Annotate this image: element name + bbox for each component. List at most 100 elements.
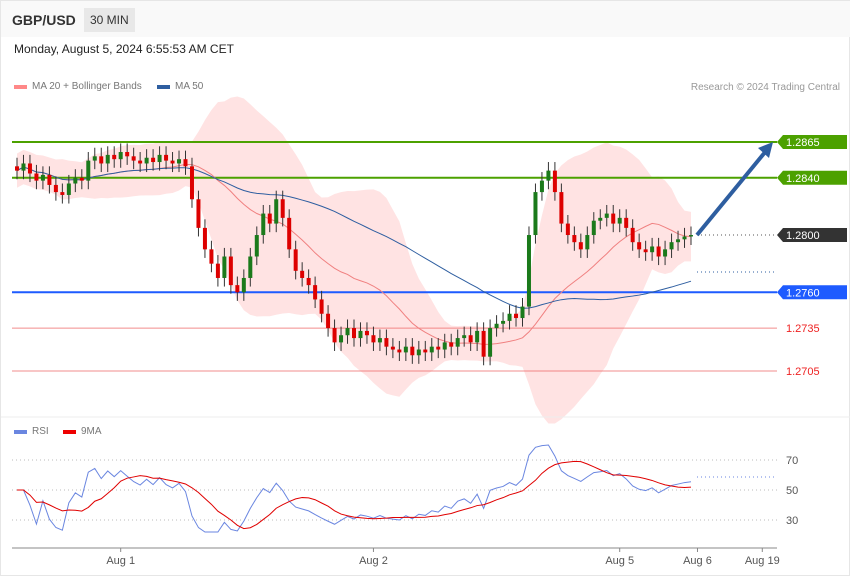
candle-body xyxy=(15,166,19,171)
candle-body xyxy=(468,335,473,343)
candle-body xyxy=(669,242,674,250)
candle-body xyxy=(222,256,227,278)
candle-body xyxy=(332,328,337,343)
candle-body xyxy=(546,170,551,181)
candle-body xyxy=(410,346,415,356)
candle-body xyxy=(572,235,577,243)
candle-body xyxy=(34,173,39,181)
candle-body xyxy=(591,220,596,236)
level-label-1.2735: 1.2735 xyxy=(786,323,820,335)
candle-body xyxy=(559,192,564,224)
candle-body xyxy=(306,277,311,286)
candle-body xyxy=(112,154,117,160)
candle-body xyxy=(514,313,519,319)
candle-body xyxy=(287,217,292,250)
candle-body xyxy=(326,313,331,329)
candle-body xyxy=(507,313,512,321)
level-tag-1.2865 xyxy=(777,135,847,149)
candle-body xyxy=(533,192,538,236)
rsi-swatch xyxy=(14,429,27,434)
candle-body xyxy=(611,213,616,224)
forecast-arrowhead xyxy=(758,142,773,158)
level-tag-1.2840 xyxy=(777,170,847,185)
header: GBP/USD 30 MIN xyxy=(1,1,850,37)
candle-body xyxy=(131,156,136,161)
candle-body xyxy=(462,335,467,339)
rsi-tick-70: 70 xyxy=(786,455,798,467)
legend-ma50-label: MA 50 xyxy=(175,81,204,92)
candle-body xyxy=(656,246,661,257)
x-label-Aug-6: Aug 6 xyxy=(683,555,712,567)
candle-body xyxy=(585,235,590,250)
candle-body xyxy=(520,306,525,319)
candle-body xyxy=(105,154,110,164)
candle-body xyxy=(177,159,182,164)
candle-body xyxy=(254,235,259,257)
timeframe-button[interactable]: 30 MIN xyxy=(84,8,135,32)
candle-body xyxy=(617,217,622,224)
candle-body xyxy=(125,152,130,157)
candle-body xyxy=(449,342,454,347)
candle-body xyxy=(170,160,175,164)
legend-ma50: MA 50 xyxy=(157,81,203,92)
candle-body xyxy=(650,246,655,253)
legend-rsi: RSI xyxy=(14,426,49,437)
candle-body xyxy=(73,177,78,184)
candle-body xyxy=(157,154,162,163)
candle-body xyxy=(164,154,169,161)
legend-rsi-ma-label: 9MA xyxy=(81,426,102,437)
candle-body xyxy=(228,256,233,286)
ma20-swatch xyxy=(14,84,27,89)
level-label-1.2800: 1.2800 xyxy=(786,230,820,242)
candles xyxy=(15,143,693,366)
candle-body xyxy=(604,213,609,218)
legend-ma20-label: MA 20 + Bollinger Bands xyxy=(32,81,142,92)
candle-body xyxy=(53,184,58,193)
candle-body xyxy=(339,335,344,343)
candle-body xyxy=(79,177,84,181)
level-label-1.2760: 1.2760 xyxy=(786,287,820,299)
candle-body xyxy=(144,157,149,164)
symbol-title: GBP/USD xyxy=(12,12,76,28)
candle-body xyxy=(501,320,506,324)
candle-body xyxy=(151,157,156,163)
candle-body xyxy=(442,342,447,350)
candle-body xyxy=(241,277,246,293)
candle-body xyxy=(196,199,201,228)
candle-body xyxy=(66,183,71,195)
rsi-ma-swatch xyxy=(63,429,76,434)
candle-body xyxy=(138,160,143,164)
rsi-tick-50: 50 xyxy=(786,485,798,497)
candle-body xyxy=(578,242,583,250)
candle-body xyxy=(384,338,389,347)
candle-body xyxy=(92,156,97,161)
candle-body xyxy=(99,156,104,164)
candle-body xyxy=(377,338,382,343)
x-label-Aug-5: Aug 5 xyxy=(605,555,634,567)
ma50-swatch xyxy=(157,84,170,89)
candle-body xyxy=(118,152,123,160)
candle-body xyxy=(267,213,272,224)
candle-body xyxy=(235,285,240,293)
rsi-ma-line xyxy=(17,460,692,530)
candle-body xyxy=(202,227,207,250)
candle-body xyxy=(630,227,635,243)
candle-body xyxy=(352,328,356,339)
candle-body xyxy=(280,199,285,218)
candle-body xyxy=(183,159,188,167)
candle-body xyxy=(319,299,324,314)
candle-body xyxy=(403,346,408,353)
level-label-1.2840: 1.2840 xyxy=(786,173,820,185)
copyright: Research © 2024 Trading Central xyxy=(690,82,840,93)
candle-body xyxy=(663,249,668,257)
candle-body xyxy=(481,330,486,357)
ma50-line xyxy=(16,166,692,309)
x-label-Aug-1: Aug 1 xyxy=(106,555,135,567)
candle-body xyxy=(689,235,693,237)
candle-body xyxy=(397,349,402,353)
candle-body xyxy=(526,235,531,307)
candle-body xyxy=(455,338,460,347)
candle-body xyxy=(293,249,298,271)
candle-body xyxy=(552,170,557,193)
